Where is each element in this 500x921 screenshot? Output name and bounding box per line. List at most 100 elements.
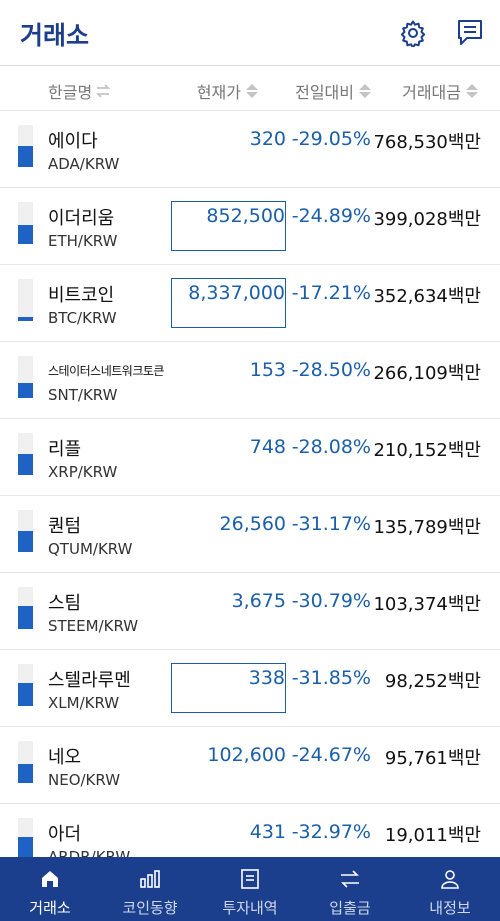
price-range-bar <box>18 818 33 857</box>
coin-row[interactable]: 이더리움 ETH/KRW 852,500 -24.89% 399,028백만 <box>0 188 500 265</box>
trade-volume: 352,634백만 <box>373 286 481 307</box>
price-range-fill <box>18 317 33 321</box>
change-rate: -28.08% <box>291 436 371 458</box>
change-rate: -31.85% <box>291 667 371 689</box>
coin-row[interactable]: 퀀텀 QTUM/KRW 26,560 -31.17% 135,789백만 <box>0 496 500 573</box>
trade-volume: 768,530백만 <box>373 132 481 153</box>
price-range-bar <box>18 202 33 244</box>
price-range-fill <box>18 454 33 475</box>
coin-pair: ARDR/KRW <box>48 848 131 857</box>
nav-label: 코인동향 <box>122 899 178 917</box>
coin-row[interactable]: 스텔라루멘 XLM/KRW 338 -31.85% 98,252백만 <box>0 650 500 727</box>
document-icon <box>239 867 261 891</box>
coin-korean-name: 퀀텀 <box>48 516 82 537</box>
coin-korean-name: 에이다 <box>48 131 98 152</box>
current-price: 153 <box>249 359 286 381</box>
coin-row[interactable]: 비트코인 BTC/KRW 8,337,000 -17.21% 352,634백만 <box>0 265 500 342</box>
current-price: 338 <box>171 663 286 713</box>
coin-korean-name: 스팀 <box>48 593 82 614</box>
nav-item-3[interactable]: 투자내역 <box>200 857 300 921</box>
coin-row[interactable]: 아더 ARDR/KRW 431 -32.97% 19,011백만 <box>0 804 500 857</box>
price-range-fill <box>18 531 33 552</box>
sort-arrows-icon <box>246 84 258 98</box>
change-rate: -29.05% <box>291 128 371 150</box>
change-rate: -32.97% <box>291 821 371 843</box>
price-range-fill <box>18 146 33 167</box>
chart-icon <box>138 867 162 891</box>
price-range-bar <box>18 587 33 629</box>
change-rate: -31.17% <box>291 513 371 535</box>
price-range-bar <box>18 433 33 475</box>
page-title: 거래소 <box>20 21 90 50</box>
coin-pair: ETH/KRW <box>48 232 118 250</box>
coin-list[interactable]: 에이다 ADA/KRW 320 -29.05% 768,530백만 이더리움 ETH/KRW… <box>0 111 500 857</box>
coin-pair: SNT/KRW <box>48 386 118 404</box>
price-column-label: 현재가 <box>196 83 241 102</box>
current-price: 102,600 <box>207 744 286 766</box>
volume-column-label: 거래대금 <box>402 83 461 102</box>
nav-label: 투자내역 <box>222 899 278 917</box>
coin-row[interactable]: 에이다 ADA/KRW 320 -29.05% 768,530백만 <box>0 111 500 188</box>
coin-pair: QTUM/KRW <box>48 540 133 558</box>
trade-volume: 98,252백만 <box>384 671 481 692</box>
app-bar: 거래소 <box>0 0 500 66</box>
current-price: 8,337,000 <box>171 278 286 328</box>
price-range-bar <box>18 125 33 167</box>
nav-label: 거래소 <box>29 899 71 917</box>
nav-item-4[interactable]: 입출금 <box>300 857 400 921</box>
sort-arrows-icon <box>466 84 478 98</box>
current-price: 320 <box>249 128 286 150</box>
nav-item-2[interactable]: 코인동향 <box>100 857 200 921</box>
coin-row[interactable]: 리플 XRP/KRW 748 -28.08% 210,152백만 <box>0 419 500 496</box>
sort-by-volume[interactable]: 거래대금 <box>402 79 478 103</box>
chat-icon <box>458 20 482 45</box>
coin-korean-name: 아더 <box>48 824 82 845</box>
trade-volume: 19,011백만 <box>384 825 481 846</box>
bottom-navigation: 거래소 코인동향 투자내역 입출금 내정보 <box>0 857 500 921</box>
home-icon <box>39 867 61 891</box>
coin-korean-name: 네오 <box>48 747 82 768</box>
current-price: 431 <box>249 821 286 843</box>
price-range-fill <box>18 383 33 398</box>
coin-pair: XLM/KRW <box>48 694 120 712</box>
price-range-fill <box>18 837 33 857</box>
price-range-bar <box>18 664 33 706</box>
sort-by-price[interactable]: 현재가 <box>197 79 258 103</box>
gear-icon <box>400 20 426 47</box>
coin-row[interactable]: 네오 NEO/KRW 102,600 -24.67% 95,761백만 <box>0 727 500 804</box>
coin-korean-name: 리플 <box>48 439 82 460</box>
sort-arrows-icon <box>359 84 371 98</box>
nav-label: 입출금 <box>329 899 371 917</box>
change-rate: -24.67% <box>291 744 371 766</box>
coin-row[interactable]: 스테이터스네트워크토큰 SNT/KRW 153 -28.50% 266,109백만 <box>0 342 500 419</box>
swap-sort-icon <box>95 84 111 98</box>
coin-row[interactable]: 스팀 STEEM/KRW 3,675 -30.79% 103,374백만 <box>0 573 500 650</box>
change-rate: -30.79% <box>291 590 371 612</box>
coin-pair: BTC/KRW <box>48 309 117 327</box>
coin-pair: XRP/KRW <box>48 463 118 481</box>
change-rate: -28.50% <box>291 359 371 381</box>
price-range-bar <box>18 510 33 552</box>
trade-volume: 210,152백만 <box>373 440 481 461</box>
current-price: 748 <box>249 436 286 458</box>
change-rate: -17.21% <box>291 282 371 304</box>
nav-item-5[interactable]: 내정보 <box>400 857 500 921</box>
change-column-label: 전일대비 <box>295 83 354 102</box>
chat-button[interactable] <box>454 14 486 52</box>
sort-by-change[interactable]: 전일대비 <box>295 79 371 103</box>
price-range-bar <box>18 356 33 398</box>
trade-volume: 103,374백만 <box>373 594 481 615</box>
settings-button[interactable] <box>397 14 429 52</box>
nav-item-1[interactable]: 거래소 <box>0 857 100 921</box>
price-range-fill <box>18 225 33 244</box>
nav-label: 내정보 <box>429 899 471 917</box>
trade-volume: 135,789백만 <box>373 517 481 538</box>
price-range-fill <box>18 606 33 629</box>
current-price: 26,560 <box>219 513 286 535</box>
price-range-bar <box>18 741 33 783</box>
sort-by-name[interactable]: 한글명 <box>48 79 111 103</box>
current-price: 852,500 <box>171 201 286 251</box>
column-header: 한글명 현재가 전일대비 거래대금 <box>0 66 500 111</box>
trade-volume: 399,028백만 <box>373 209 481 230</box>
coin-korean-name: 비트코인 <box>48 285 115 306</box>
